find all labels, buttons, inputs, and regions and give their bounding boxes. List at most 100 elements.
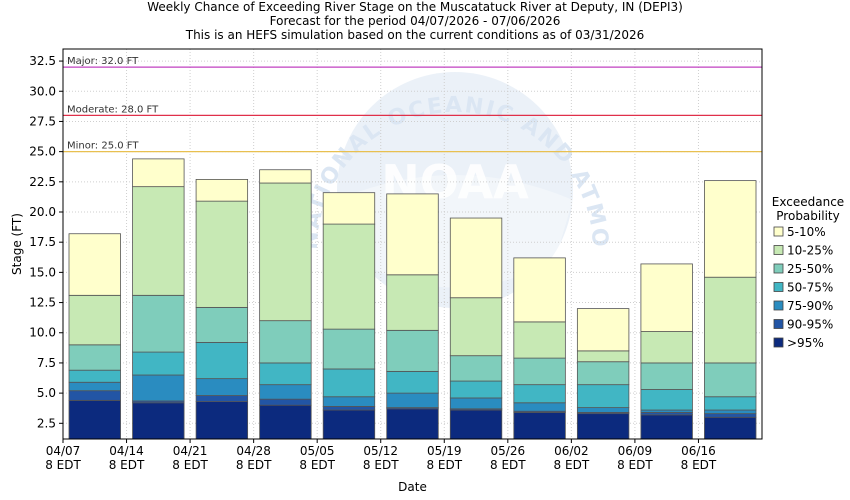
bar-segment-25-50-	[513, 357, 566, 386]
bar-segment--95-	[322, 409, 376, 440]
bar-segment-90-95-	[322, 405, 376, 411]
y-tick-label: 17.5	[29, 235, 56, 249]
legend-item: 25-50%	[773, 262, 833, 276]
x-tick-label-date: 06/09	[618, 444, 653, 458]
bar-segment-90-95-	[195, 395, 249, 402]
bar-segment-10-25-	[132, 186, 185, 296]
bar-segment--95-	[576, 413, 630, 440]
plot-area-frame	[62, 48, 763, 440]
x-tick-label-tz: 8 EDT	[490, 458, 526, 472]
bars	[68, 158, 757, 440]
legend-swatch	[773, 337, 784, 348]
bar-segment-10-25-	[640, 331, 693, 364]
bar-segment-75-90-	[132, 374, 185, 402]
legend-swatch	[773, 319, 784, 329]
flood-stage-label: Minor: 25.0 FT	[67, 141, 139, 152]
bar-segment-10-25-	[513, 321, 566, 359]
legend-item: 5-10%	[773, 225, 826, 239]
legend-label: 90-95%	[787, 318, 833, 332]
x-tick-label-date: 06/16	[681, 444, 716, 458]
bar-segment-5-10-	[195, 179, 249, 202]
legend-swatch	[773, 300, 784, 311]
bar-segment-10-25-	[259, 182, 312, 322]
bar-segment-75-90-	[259, 384, 312, 400]
week-bar	[132, 158, 185, 440]
bar-segment-5-10-	[68, 233, 121, 296]
legend-label: 5-10%	[787, 225, 826, 239]
legend: Exceedance Probability 5-10% 10-25% 25-50%…	[772, 195, 844, 350]
legend-title-line1: Exceedance	[772, 195, 844, 209]
x-tick-label-date: 06/02	[554, 444, 589, 458]
bar-segment-50-75-	[513, 384, 566, 404]
y-tick-label: 10.0	[29, 326, 56, 340]
y-tick-label: 25.0	[29, 145, 56, 159]
x-tick-label-date: 04/14	[109, 444, 144, 458]
y-tick-label: 20.0	[29, 205, 56, 219]
bar-segment--95-	[386, 408, 439, 440]
x-tick-label-date: 05/05	[300, 444, 335, 458]
legend-label: 25-50%	[787, 262, 833, 276]
legend-item: 75-90%	[773, 299, 833, 313]
week-bar	[386, 193, 439, 440]
legend-swatch	[773, 282, 784, 292]
bar-segment-10-25-	[322, 223, 376, 330]
legend-label: 50-75%	[787, 281, 833, 295]
bar-segment-50-75-	[640, 389, 693, 411]
bar-segment-50-75-	[259, 362, 312, 386]
x-tick-label-date: 05/26	[491, 444, 526, 458]
week-bar	[576, 308, 630, 440]
bar-segment-5-10-	[640, 263, 693, 332]
y-tick-label: 15.0	[29, 265, 56, 279]
y-tick-label: 30.0	[29, 84, 56, 98]
week-bar	[449, 217, 503, 440]
bar-segment--95-	[68, 399, 121, 440]
week-bar	[68, 233, 121, 440]
legend-item: >95%	[773, 336, 824, 350]
week-bar	[195, 179, 249, 440]
bar-segment-50-75-	[195, 342, 249, 380]
x-tick-label-tz: 8 EDT	[426, 458, 462, 472]
bar-segment-50-75-	[386, 370, 439, 394]
bar-segment-75-90-	[68, 381, 121, 392]
y-tick-label: 2.5	[37, 416, 56, 430]
x-tick-label-tz: 8 EDT	[172, 458, 208, 472]
bar-segment-10-25-	[195, 200, 249, 308]
bar-segment-75-90-	[576, 407, 630, 413]
y-tick-label: 12.5	[29, 296, 56, 310]
bar-segment-25-50-	[640, 362, 693, 390]
bar-segment-25-50-	[195, 306, 249, 343]
y-axis-label: Stage (FT)	[10, 213, 24, 275]
bar-segment-90-95-	[68, 390, 121, 401]
x-tick-label-tz: 8 EDT	[363, 458, 399, 472]
legend-swatch	[773, 226, 784, 237]
bar-segment-5-10-	[449, 217, 503, 299]
bar-segment-10-25-	[386, 274, 439, 331]
chart-title: Weekly Chance of Exceeding River Stage o…	[147, 0, 683, 14]
bar-segment-75-90-	[513, 402, 566, 412]
bar-segment--95-	[640, 414, 693, 440]
bar-segment-50-75-	[68, 369, 121, 383]
bar-segment--95-	[259, 404, 312, 440]
legend-label: 75-90%	[787, 299, 833, 313]
bar-segment--95-	[513, 412, 566, 440]
y-axis: 2.5 5.0 7.5 10.0 12.5 15.0 17.5 20.0 22.5 25.0 27.…	[29, 54, 63, 430]
bar-segment-10-25-	[704, 276, 757, 364]
bar-segment-75-90-	[449, 397, 503, 410]
bar-segment--95-	[449, 409, 503, 440]
bar-segment-75-90-	[704, 409, 757, 415]
flood-stage-label: Moderate: 28.0 FT	[67, 104, 159, 115]
bar-segment-5-10-	[576, 308, 630, 352]
legend-item: 50-75%	[773, 281, 833, 295]
y-tick-label: 5.0	[37, 386, 56, 400]
bar-segment-5-10-	[259, 169, 312, 184]
legend-swatch	[773, 263, 784, 274]
x-tick-label-tz: 8 EDT	[617, 458, 653, 472]
week-bar	[704, 180, 757, 440]
legend-swatch	[773, 245, 784, 255]
chart-titles: Weekly Chance of Exceeding River Stage o…	[0, 0, 830, 42]
chart-subtitle-conditions: This is an HEFS simulation based on the …	[185, 28, 645, 42]
y-tick-label: 7.5	[37, 356, 56, 370]
flood-stage-lines: Major: 32.0 FT Moderate: 28.0 FT Minor: 25…	[63, 56, 762, 153]
